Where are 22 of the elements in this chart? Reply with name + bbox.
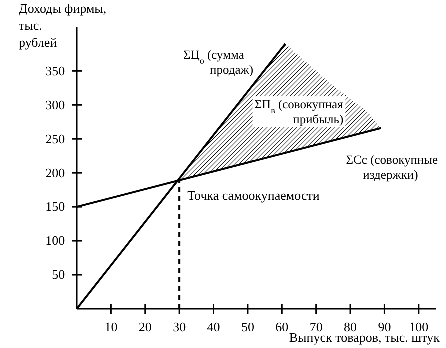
- y-tick-label: 200: [46, 165, 66, 180]
- x-tick-label: 60: [276, 319, 289, 334]
- y-tick-label: 350: [46, 63, 66, 78]
- x-tick-label: 40: [207, 319, 220, 334]
- y-axis-title: Доходы фирмы, тыс. рублей: [19, 1, 107, 50]
- x-tick-label: 50: [241, 319, 254, 334]
- x-tick-label: 10: [104, 319, 118, 334]
- y-tick-label: 300: [46, 97, 66, 112]
- series-label: ΣП$_{в}$ (совокупная прибыль): [254, 98, 344, 127]
- y-tick-label: 150: [46, 199, 66, 214]
- y-tick-label: 100: [46, 233, 66, 248]
- x-tick-label: 90: [378, 319, 392, 334]
- annotation: Точка самоокупаемости: [188, 188, 320, 203]
- series-label: ΣCc (совокупные издержки): [346, 153, 439, 182]
- y-tick-label: 50: [52, 267, 66, 282]
- x-tick-label: 100: [409, 319, 429, 334]
- x-tick-label: 20: [138, 319, 152, 334]
- x-tick-label: 70: [310, 319, 323, 334]
- series-label: ΣЦ$_{о}$ (сумма продаж): [184, 48, 254, 77]
- x-tick-label: 30: [173, 319, 186, 334]
- y-tick-label: 250: [46, 131, 66, 146]
- x-tick-label: 80: [344, 319, 358, 334]
